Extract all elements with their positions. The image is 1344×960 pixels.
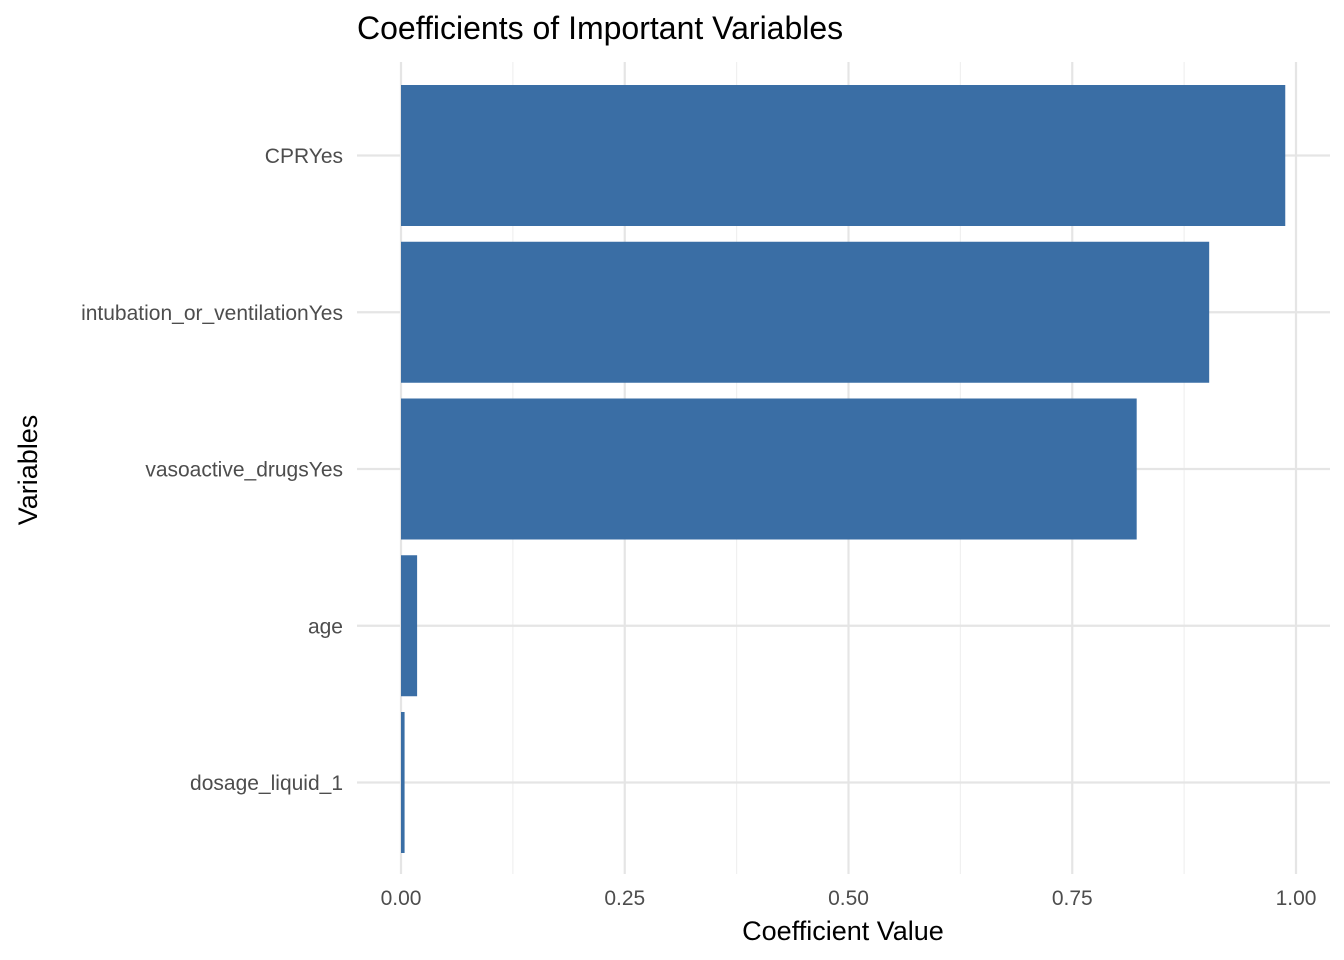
x-axis-ticks: 0.00 0.25 0.50 0.75 1.00 [381,887,1317,910]
bar-cpryes [401,85,1286,226]
y-tick-label: CPRYes [265,145,343,168]
y-tick-label: dosage_liquid_1 [190,772,343,795]
x-tick-label: 0.00 [381,887,422,910]
y-axis-title: Variables [13,415,43,526]
y-axis-ticks: CPRYes intubation_or_ventilationYesvasoac… [81,145,343,795]
chart-title: Coefficients of Important Variables [357,10,843,46]
bar-vasoactive-drugsyes [401,398,1137,540]
y-tick-label: age [308,615,343,638]
x-axis-title: Coefficient Value [742,916,944,946]
x-tick-label: 0.75 [1052,887,1093,910]
x-tick-label: 0.25 [604,887,645,910]
x-tick-label: 0.50 [828,887,869,910]
y-tick-label: vasoactive_drugsYes [145,459,343,482]
bar-intubation-or-ventilationyes [401,241,1210,383]
y-tick-label: intubation_or_ventilationYes [81,302,343,325]
bar-age [401,555,418,697]
bars [401,85,1286,853]
bar-dosage-liquid-1 [401,712,405,853]
x-tick-label: 1.00 [1276,887,1317,910]
